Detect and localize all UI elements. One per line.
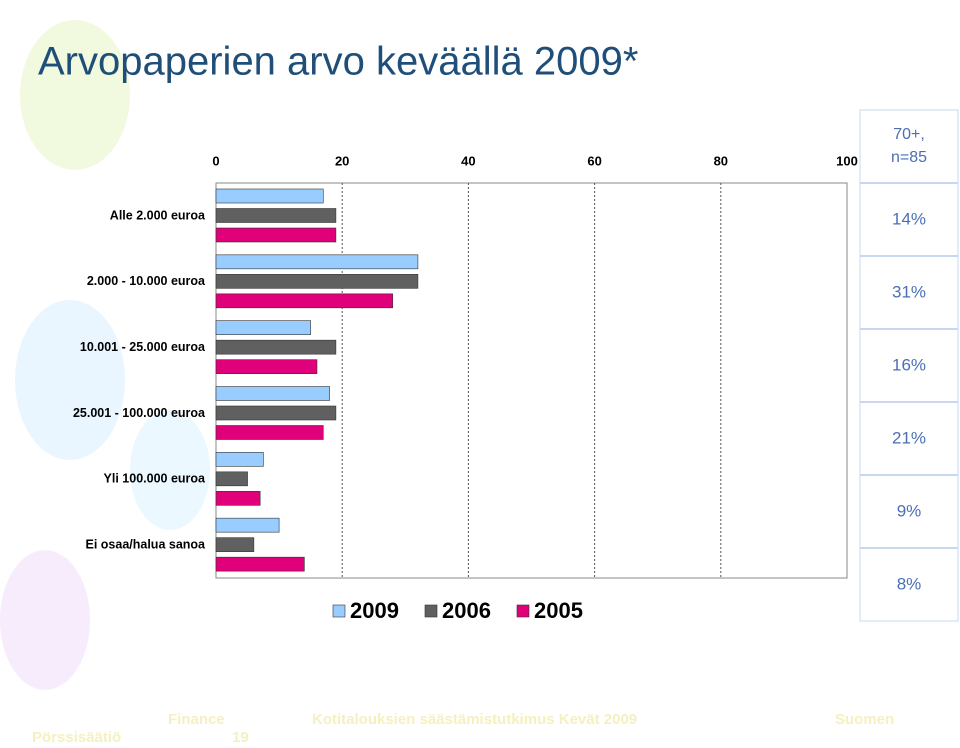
- footer-text: Suomen: [835, 711, 894, 728]
- side-table: 70+, n=85 14% 31% 16% 21% 9% 8%: [859, 109, 959, 622]
- bar: [215, 293, 393, 309]
- bar: [215, 339, 337, 355]
- bar: [215, 425, 324, 440]
- x-tick-label: 100: [836, 153, 858, 168]
- bar: [215, 227, 337, 243]
- legend-swatch: [332, 604, 346, 618]
- bar: [215, 386, 330, 401]
- x-tick-label: 0: [212, 153, 219, 168]
- bar: [215, 517, 280, 533]
- bar: [215, 254, 419, 270]
- legend-label: 2009: [350, 598, 399, 623]
- y-tick-label: 2.000 - 10.000 euroa: [87, 274, 206, 288]
- bar: [215, 359, 318, 374]
- table-header: n=85: [891, 149, 927, 166]
- y-tick-label: Yli 100.000 euroa: [104, 472, 207, 486]
- bar: [215, 320, 311, 335]
- bar: [215, 452, 264, 467]
- legend-swatch: [424, 604, 438, 618]
- footer-text: Kotitalouksien säästämistutkimus Kevät 2…: [312, 711, 637, 728]
- table-cell: 31%: [892, 282, 926, 301]
- table-cell: 16%: [892, 355, 926, 374]
- y-tick-label: 25.001 - 100.000 euroa: [73, 406, 206, 420]
- bar: [215, 274, 419, 289]
- table-cell: 14%: [892, 209, 926, 228]
- legend-swatch: [516, 604, 530, 618]
- y-tick-label: Alle 2.000 euroa: [110, 208, 206, 222]
- legend-label: 2006: [442, 598, 491, 623]
- y-tick-label: 10.001 - 25.000 euroa: [80, 340, 206, 354]
- table-cell: 8%: [897, 574, 922, 593]
- bar: [215, 537, 255, 552]
- table-cell: 9%: [897, 501, 922, 520]
- bar: [215, 491, 261, 506]
- x-tick-label: 60: [587, 153, 601, 168]
- bar: [215, 405, 337, 421]
- y-tick-label: Ei osaa/halua sanoa: [86, 537, 207, 551]
- footer-text: Finance: [168, 711, 225, 728]
- footer-text: Pörssisäätiö: [32, 729, 121, 746]
- slide-title: Arvopaperien arvo keväällä 2009*: [38, 40, 638, 84]
- bar: [215, 208, 337, 223]
- chart: 0 20 40 60 80 100 Alle 2.000 euroa 2.000 - 10.0…: [73, 153, 858, 622]
- table-cell: 21%: [892, 428, 926, 447]
- x-tick-label: 20: [335, 153, 349, 168]
- x-tick-label: 80: [714, 153, 728, 168]
- plot-area: [215, 182, 848, 579]
- decoration: [0, 20, 210, 690]
- bar: [215, 188, 324, 204]
- footer: Finance Kotitalouksien säästämistutkimus…: [32, 711, 894, 746]
- x-tick-label: 40: [461, 153, 475, 168]
- legend-label: 2005: [534, 598, 583, 623]
- bar: [215, 556, 305, 572]
- footer-text: 19: [232, 729, 249, 746]
- bar: [215, 471, 248, 487]
- table-header: 70+,: [893, 126, 925, 143]
